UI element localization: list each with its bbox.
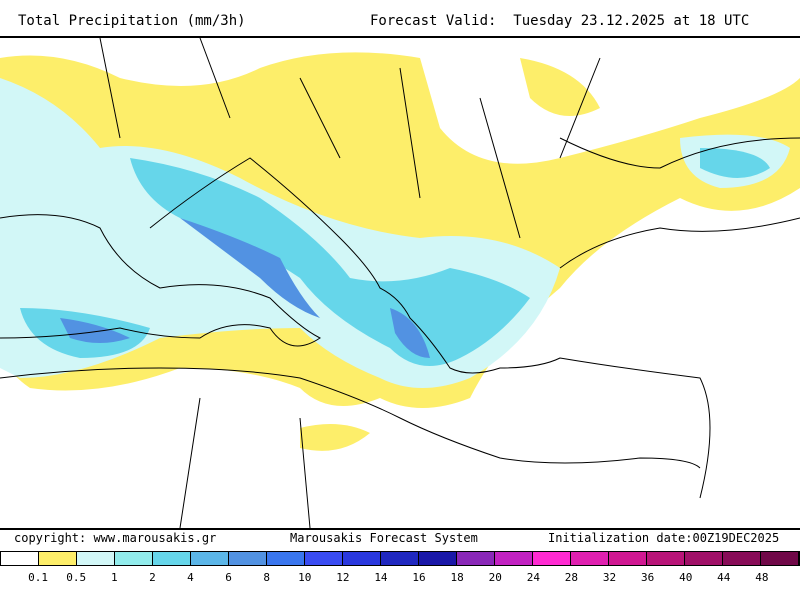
- legend-swatch: [647, 552, 685, 565]
- legend-swatch: [457, 552, 495, 565]
- legend-swatch: [191, 552, 229, 565]
- legend-swatch: [77, 552, 115, 565]
- coastlines: [0, 37, 800, 529]
- color-legend: [0, 551, 800, 566]
- legend-label: 14: [374, 571, 388, 584]
- legend-label: 8: [263, 571, 270, 584]
- legend-label: 0.1: [28, 571, 49, 584]
- legend-label: 48: [755, 571, 769, 584]
- legend-label: 1: [110, 571, 118, 584]
- legend-swatch: [571, 552, 609, 565]
- legend-label: 40: [679, 571, 693, 584]
- legend-label: 10: [298, 571, 312, 584]
- legend-label: 4: [187, 571, 194, 584]
- legend-label: 16: [412, 571, 426, 584]
- legend-swatch: [229, 552, 267, 565]
- legend-swatch: [1, 552, 39, 565]
- legend-swatch: [609, 552, 647, 565]
- legend-swatch: [533, 552, 571, 565]
- copyright-text: copyright: www.marousakis.gr: [14, 531, 217, 545]
- legend-label: 0.5: [66, 571, 87, 584]
- precip-cyan: [20, 148, 770, 366]
- legend-label: 18: [450, 571, 464, 584]
- legend-label: 32: [602, 571, 617, 584]
- map-title: Total Precipitation (mm/3h): [18, 13, 246, 29]
- legend-swatch: [685, 552, 723, 565]
- legend-swatch: [495, 552, 533, 565]
- legend-label: 12: [336, 571, 350, 584]
- forecast-valid-time: Forecast Valid: Tuesday 23.12.2025 at 18…: [370, 13, 750, 29]
- legend-label: 6: [225, 571, 232, 584]
- legend-label: 44: [717, 571, 731, 584]
- system-name: Marousakis Forecast System: [290, 531, 478, 545]
- legend-swatch: [153, 552, 191, 565]
- legend-swatch: [115, 552, 153, 565]
- legend-swatch: [723, 552, 761, 565]
- precipitation-map: [0, 36, 800, 530]
- legend-swatch: [419, 552, 457, 565]
- legend-swatch: [305, 552, 343, 565]
- initialization-date: Initialization date:00Z19DEC2025: [548, 531, 780, 545]
- legend-swatch: [39, 552, 77, 565]
- legend-label: 24: [526, 571, 540, 584]
- legend-label: 20: [488, 571, 502, 584]
- legend-label: 36: [640, 571, 655, 584]
- legend-label: 2: [149, 571, 156, 584]
- legend-label: 28: [564, 571, 579, 584]
- legend-swatch: [343, 552, 381, 565]
- precip-blue: [60, 218, 430, 358]
- legend-swatch: [267, 552, 305, 565]
- legend-swatch: [761, 552, 799, 565]
- legend-swatch: [381, 552, 419, 565]
